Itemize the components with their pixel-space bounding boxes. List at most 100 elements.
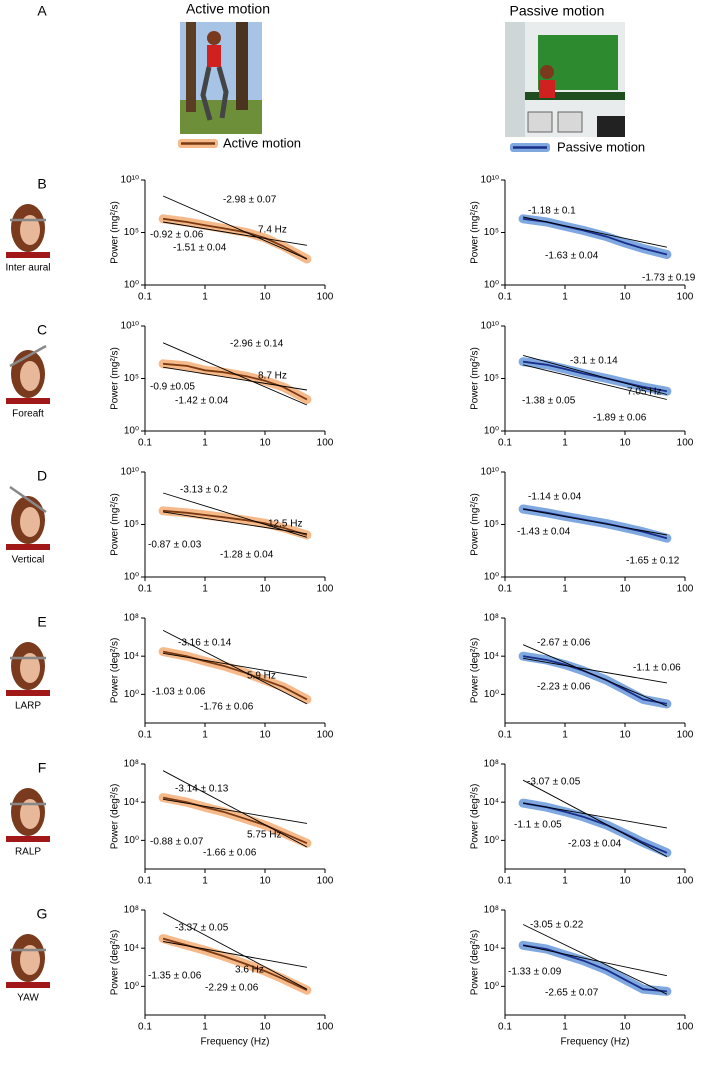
- y-tick-label: 10⁵: [484, 227, 499, 238]
- head-icon: [6, 788, 50, 842]
- annotation: -0.88 ± 0.07: [150, 837, 204, 848]
- x-tick-label: 100: [677, 292, 694, 303]
- series-line: [162, 650, 308, 701]
- annotation: -3.13 ± 0.2: [180, 485, 228, 496]
- series-line: [162, 217, 308, 260]
- x-tick-label: 100: [677, 1022, 694, 1033]
- y-tick-label: 10⁴: [124, 797, 139, 808]
- fit-line: [162, 912, 308, 990]
- head-icon: [6, 204, 50, 258]
- x-tick-label: 100: [317, 438, 334, 449]
- fit-line: [523, 508, 667, 536]
- series-line: [522, 360, 668, 393]
- fit-line: [163, 941, 307, 968]
- x-tick-label: 1: [562, 876, 568, 887]
- annotation: -0.87 ± 0.03: [148, 540, 202, 551]
- y-axis-label: Power (deg²/s): [470, 784, 481, 850]
- y-tick-label: 10⁴: [484, 943, 499, 954]
- y-tick-label: 10⁴: [124, 651, 139, 662]
- annotation: -1.76 ± 0.06: [200, 702, 254, 713]
- y-tick-label: 10⁰: [124, 981, 139, 992]
- y-tick-label: 10⁰: [124, 835, 139, 846]
- annotation: -2.67 ± 0.06: [537, 638, 591, 649]
- icon-label: YAW: [17, 993, 39, 1004]
- y-axis-label: Power (deg²/s): [110, 638, 121, 704]
- icon-face: [20, 215, 40, 245]
- fit-line: [523, 802, 667, 829]
- x-tick-label: 100: [317, 584, 334, 595]
- x-tick-label: 10: [619, 1022, 631, 1033]
- head-icon: [6, 485, 50, 550]
- x-tick-label: 100: [677, 584, 694, 595]
- legend-label: Active motion: [223, 135, 301, 150]
- y-tick-label: 10⁰: [484, 572, 499, 583]
- y-tick-label: 10⁵: [484, 373, 499, 384]
- series-line: [522, 944, 667, 993]
- x-tick-label: 0.1: [138, 584, 152, 595]
- y-axis-label: Power (mg²/s): [110, 201, 121, 264]
- annotation: -2.03 ± 0.04: [568, 839, 622, 850]
- x-tick-label: 10: [259, 730, 271, 741]
- fit-line: [163, 366, 307, 391]
- y-tick-label: 10⁰: [484, 280, 499, 291]
- x-tick-label: 10: [619, 438, 631, 449]
- icon-label: LARP: [15, 701, 41, 712]
- icon-base: [6, 252, 50, 258]
- x-tick-label: 10: [259, 438, 271, 449]
- annotation: -1.1 ± 0.05: [514, 820, 562, 831]
- annotation: -1.18 ± 0.1: [528, 206, 576, 217]
- annotation: -1.63 ± 0.04: [545, 251, 599, 262]
- y-tick-label: 10⁵: [124, 373, 139, 384]
- x-tick-label: 10: [619, 730, 631, 741]
- fit-line: [523, 944, 667, 977]
- x-tick-label: 100: [317, 1022, 334, 1033]
- annotation: -1.51 ± 0.04: [173, 243, 227, 254]
- icon-base: [6, 398, 50, 404]
- fit-line: [163, 798, 307, 824]
- x-tick-label: 0.1: [138, 438, 152, 449]
- y-tick-label: 10⁰: [124, 426, 139, 437]
- annotation: -1.42 ± 0.04: [175, 396, 229, 407]
- icon-label: RALP: [15, 847, 41, 858]
- annotation: -2.65 ± 0.07: [545, 988, 599, 999]
- x-tick-label: 0.1: [138, 730, 152, 741]
- x-tick-label: 100: [677, 730, 694, 741]
- annotation: -1.43 ± 0.04: [517, 527, 571, 538]
- annotation: -1.65 ± 0.12: [626, 556, 680, 567]
- y-tick-label: 10⁸: [124, 759, 139, 770]
- fit-line: [522, 364, 668, 400]
- annotation: -1.14 ± 0.04: [528, 492, 582, 503]
- icon-label: Inter aural: [5, 263, 50, 274]
- annotation: -1.89 ± 0.06: [593, 413, 647, 424]
- annotation: 5.75 Hz: [247, 830, 281, 841]
- fit-line: [162, 492, 308, 538]
- fit-line: [163, 652, 307, 678]
- x-tick-label: 100: [317, 876, 334, 887]
- annotation: -3.37 ± 0.05: [175, 923, 229, 934]
- passive-title: Passive motion: [510, 3, 605, 19]
- x-tick-label: 100: [677, 438, 694, 449]
- fit-line: [162, 770, 308, 848]
- x-tick-label: 0.1: [498, 292, 512, 303]
- x-tick-label: 1: [202, 292, 208, 303]
- panel-label: B: [37, 176, 46, 192]
- x-tick-label: 10: [619, 292, 631, 303]
- y-axis-label: Power (deg²/s): [470, 638, 481, 704]
- x-tick-label: 10: [259, 292, 271, 303]
- annotation: 12.5 Hz: [268, 519, 302, 530]
- fit-line: [523, 657, 667, 684]
- panel-label: G: [37, 906, 48, 922]
- panel-label: F: [38, 760, 47, 776]
- y-axis-label: Power (deg²/s): [110, 930, 121, 996]
- annotation: -3.05 ± 0.22: [530, 920, 584, 931]
- x-tick-label: 1: [202, 1022, 208, 1033]
- annotation: -1.1 ± 0.06: [633, 663, 681, 674]
- x-tick-label: 0.1: [138, 1022, 152, 1033]
- annotation: -1.66 ± 0.06: [203, 848, 257, 859]
- annotation: 5.9 Hz: [247, 671, 276, 682]
- y-tick-label: 10⁸: [484, 905, 499, 916]
- x-tick-label: 1: [202, 876, 208, 887]
- y-tick-label: 10⁵: [124, 519, 139, 530]
- y-axis-label: Power (deg²/s): [110, 784, 121, 850]
- annotation: 3.6 Hz: [235, 965, 264, 976]
